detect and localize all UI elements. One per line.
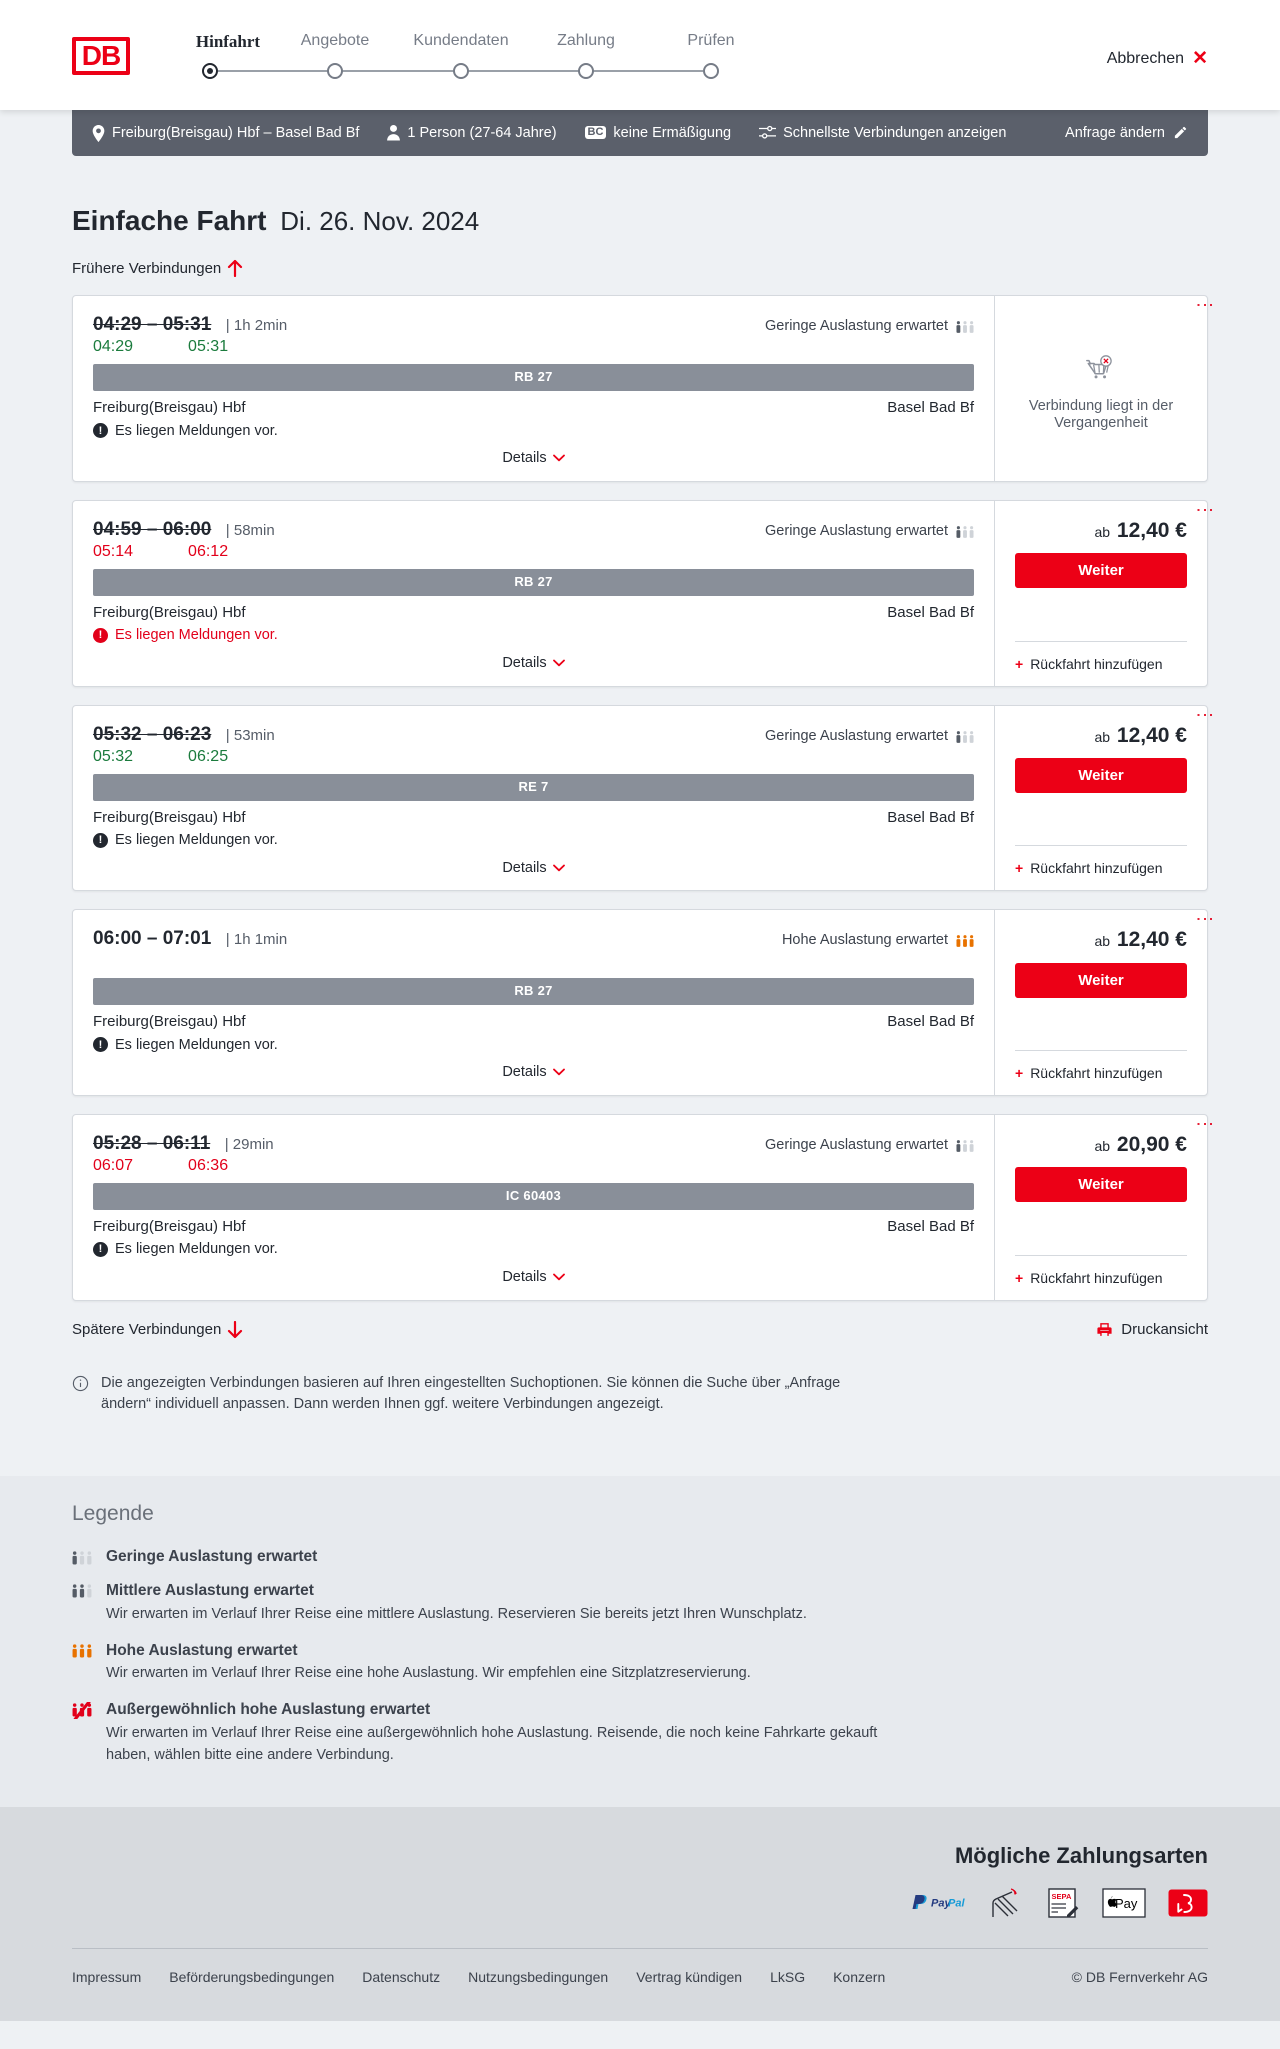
svg-text:Pal: Pal: [948, 1897, 965, 1909]
svg-text:SEPA: SEPA: [1052, 1892, 1072, 1901]
svg-text:Pay: Pay: [1115, 1896, 1138, 1911]
